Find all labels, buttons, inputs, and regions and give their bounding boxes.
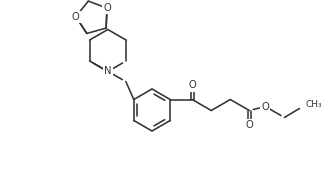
Text: O: O [188,80,196,90]
Text: N: N [104,67,112,77]
Text: CH₃: CH₃ [305,100,322,109]
Text: O: O [246,119,253,130]
Text: O: O [103,3,111,13]
Text: O: O [261,101,269,111]
Text: O: O [72,12,80,22]
